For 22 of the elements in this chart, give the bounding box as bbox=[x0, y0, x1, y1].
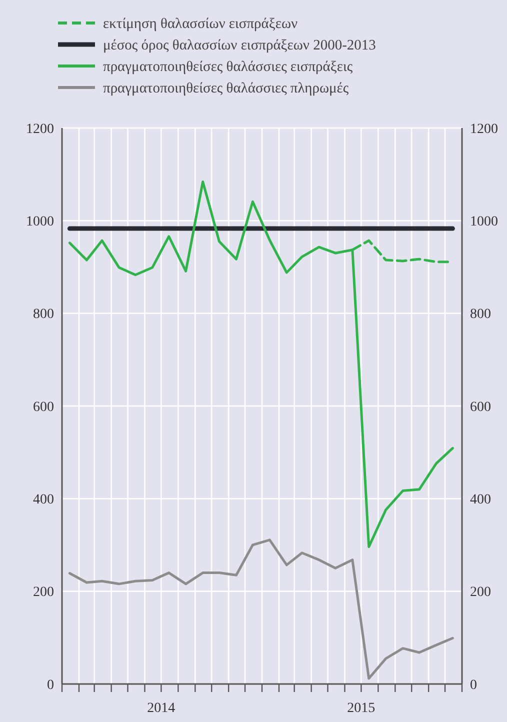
legend-label: πραγματοποιηθείσες θαλάσσιες πληρωμές bbox=[103, 80, 349, 97]
y2-tick-label: 600 bbox=[470, 400, 491, 415]
y-tick-label: 0 bbox=[47, 678, 54, 693]
y2-tick-label: 0 bbox=[470, 678, 477, 693]
y-tick-label: 400 bbox=[33, 492, 54, 508]
legend-label: πραγματοποιηθείσες θαλάσσιες εισπράξεις bbox=[103, 59, 353, 76]
y-tick-label: 600 bbox=[33, 400, 54, 415]
y2-tick-label: 1000 bbox=[470, 214, 498, 230]
y2-tick-label: 1200 bbox=[470, 122, 498, 137]
line-series bbox=[68, 180, 454, 548]
line-series bbox=[68, 538, 454, 680]
y-tick-label: 800 bbox=[33, 307, 54, 322]
y2-tick-label: 400 bbox=[470, 492, 491, 508]
legend-label: μέσος όρος θαλασσίων εισπράξεων 2000-2013 bbox=[103, 38, 376, 54]
legend-label: εκτίμηση θαλασσίων εισπράξεων bbox=[103, 16, 298, 32]
y-tick-label: 200 bbox=[33, 585, 54, 600]
y2-tick-label: 200 bbox=[470, 585, 491, 600]
x-tick-label: 2015 bbox=[347, 701, 376, 716]
y-tick-label: 1000 bbox=[26, 214, 54, 230]
x-tick-label: 2014 bbox=[147, 701, 176, 716]
y-tick-label: 1200 bbox=[26, 122, 54, 137]
y2-tick-label: 800 bbox=[470, 307, 491, 322]
